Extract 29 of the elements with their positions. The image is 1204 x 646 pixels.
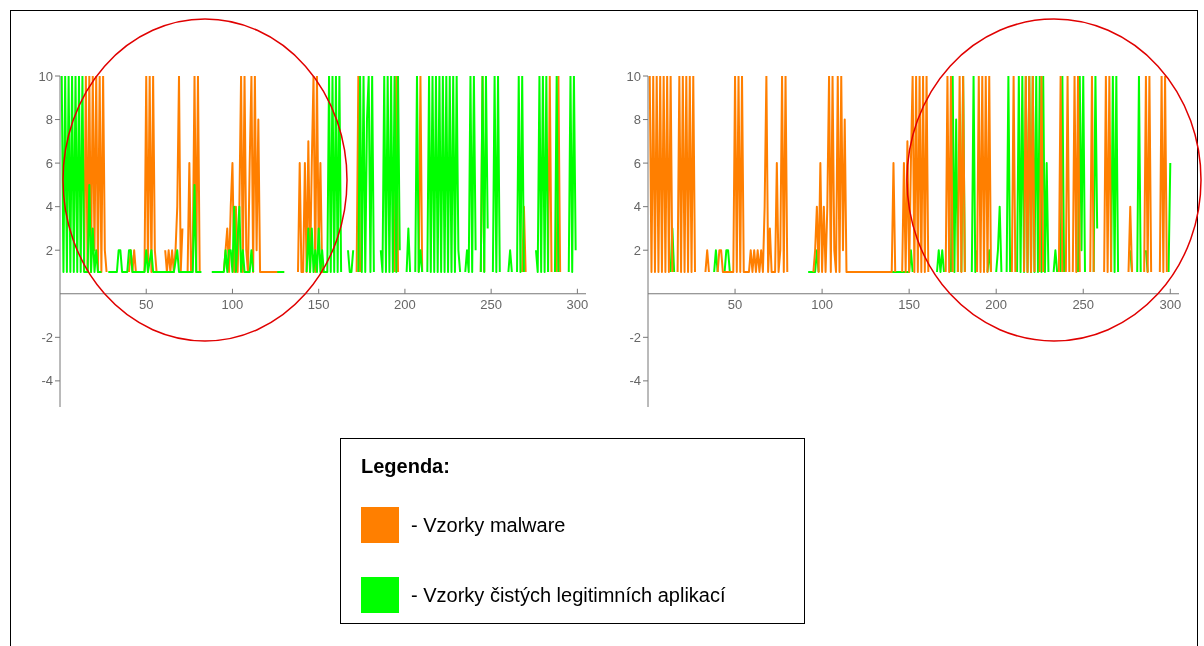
x-tick-label: 100 bbox=[811, 296, 833, 312]
y-tick-label: -2 bbox=[629, 329, 641, 345]
y-tick-label: -4 bbox=[41, 373, 53, 389]
x-tick-label: 250 bbox=[480, 296, 502, 312]
y-tick-label: 4 bbox=[45, 199, 53, 215]
legend-label: - Vzorky čistých legitimních aplikací bbox=[411, 583, 726, 607]
y-tick-label: 4 bbox=[633, 199, 641, 215]
x-tick-label: 300 bbox=[1159, 296, 1182, 312]
y-tick-label: -2 bbox=[41, 329, 53, 345]
x-tick-label: 300 bbox=[566, 296, 589, 312]
y-tick-label: 6 bbox=[45, 155, 53, 171]
x-tick-label: 100 bbox=[221, 296, 244, 312]
x-tick-label: 50 bbox=[727, 296, 743, 312]
y-tick-label: 6 bbox=[633, 155, 641, 171]
x-tick-label: 150 bbox=[307, 296, 330, 312]
x-tick-label: 250 bbox=[1072, 296, 1095, 312]
y-tick-label: 2 bbox=[45, 242, 53, 258]
legend-title: Legenda: bbox=[361, 455, 450, 478]
y-tick-label: 8 bbox=[633, 112, 641, 128]
y-tick-label: 2 bbox=[633, 242, 641, 258]
y-tick-label: -4 bbox=[629, 373, 641, 389]
x-tick-label: 200 bbox=[985, 296, 1008, 312]
y-tick-label: 10 bbox=[38, 68, 53, 84]
y-tick-label: 8 bbox=[45, 112, 53, 128]
x-tick-label: 50 bbox=[139, 296, 154, 312]
x-tick-label: 150 bbox=[898, 296, 920, 312]
legend-label: - Vzorky malware bbox=[411, 513, 566, 537]
x-tick-label: 200 bbox=[394, 296, 416, 312]
y-tick-label: 10 bbox=[626, 68, 641, 84]
